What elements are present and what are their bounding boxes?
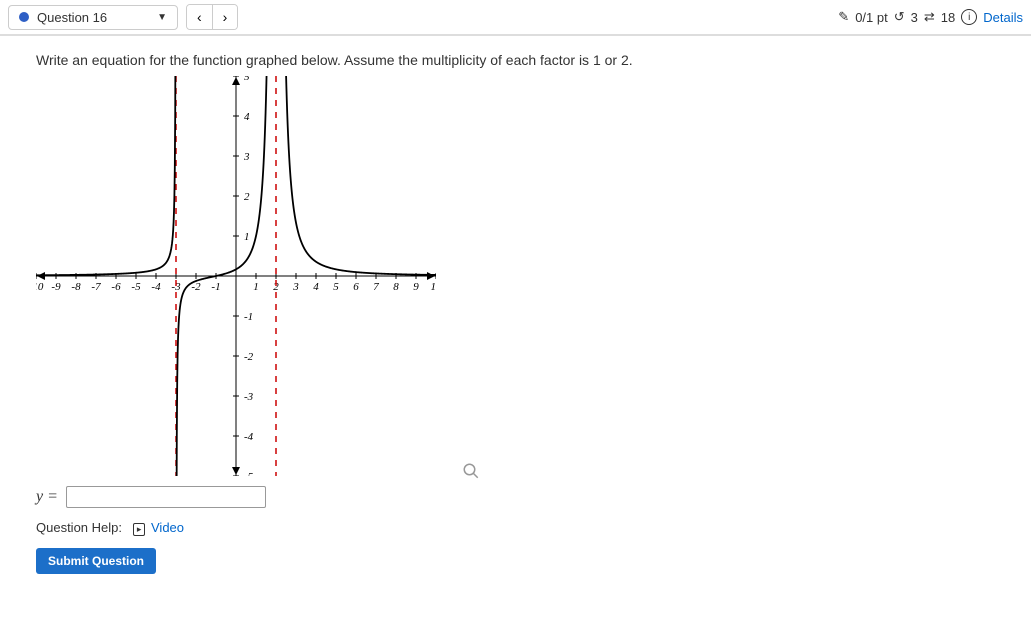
magnify-icon[interactable] [462, 462, 480, 480]
svg-text:2: 2 [244, 191, 250, 203]
svg-text:-5: -5 [131, 281, 141, 293]
video-link[interactable]: Video [151, 520, 184, 535]
caret-down-icon: ▼ [157, 12, 167, 23]
svg-text:-2: -2 [244, 351, 254, 363]
svg-text:-4: -4 [151, 281, 161, 293]
svg-text:-8: -8 [71, 281, 81, 293]
svg-text:-4: -4 [244, 431, 254, 443]
swap-icon: ⇄ [924, 9, 935, 25]
question-prompt: Write an equation for the function graph… [36, 52, 1023, 68]
svg-text:-5: -5 [244, 471, 254, 476]
retry-icon: ↺ [894, 9, 905, 25]
details-link[interactable]: Details [983, 10, 1023, 25]
svg-text:4: 4 [244, 111, 250, 123]
question-label: Question 16 [37, 10, 107, 25]
next-button[interactable]: › [212, 5, 238, 29]
svg-text:-10: -10 [36, 281, 44, 293]
answer-input[interactable] [66, 486, 266, 508]
question-selector[interactable]: Question 16 ▼ [8, 5, 178, 30]
svg-text:8: 8 [393, 281, 399, 293]
svg-text:-1: -1 [244, 311, 253, 323]
graph-container: -10-9-8-7-6-5-4-3-2-112345678910-5-4-3-2… [36, 76, 436, 476]
svg-text:6: 6 [353, 281, 359, 293]
svg-text:5: 5 [333, 281, 339, 293]
points-text: 0/1 pt [855, 10, 888, 25]
attempts-text: 18 [941, 10, 955, 25]
retries-text: 3 [911, 10, 918, 25]
svg-text:10: 10 [431, 281, 437, 293]
svg-text:-6: -6 [111, 281, 121, 293]
svg-text:7: 7 [373, 281, 379, 293]
svg-text:-3: -3 [244, 391, 254, 403]
function-graph: -10-9-8-7-6-5-4-3-2-112345678910-5-4-3-2… [36, 76, 436, 476]
answer-label: y = [36, 488, 58, 506]
svg-text:1: 1 [244, 231, 250, 243]
svg-text:3: 3 [243, 151, 250, 163]
svg-text:5: 5 [244, 76, 250, 83]
svg-text:4: 4 [313, 281, 319, 293]
svg-text:9: 9 [413, 281, 419, 293]
status-dot [19, 12, 29, 22]
svg-text:-1: -1 [211, 281, 220, 293]
info-icon[interactable]: i [961, 9, 977, 25]
svg-text:3: 3 [292, 281, 299, 293]
svg-text:-9: -9 [51, 281, 61, 293]
svg-text:-7: -7 [91, 281, 101, 293]
svg-text:1: 1 [253, 281, 259, 293]
submit-button[interactable]: Submit Question [36, 548, 156, 574]
video-icon: ▸ [133, 523, 146, 536]
prev-button[interactable]: ‹ [187, 5, 212, 29]
edit-icon: ✎ [838, 9, 849, 25]
help-label: Question Help: [36, 520, 122, 535]
